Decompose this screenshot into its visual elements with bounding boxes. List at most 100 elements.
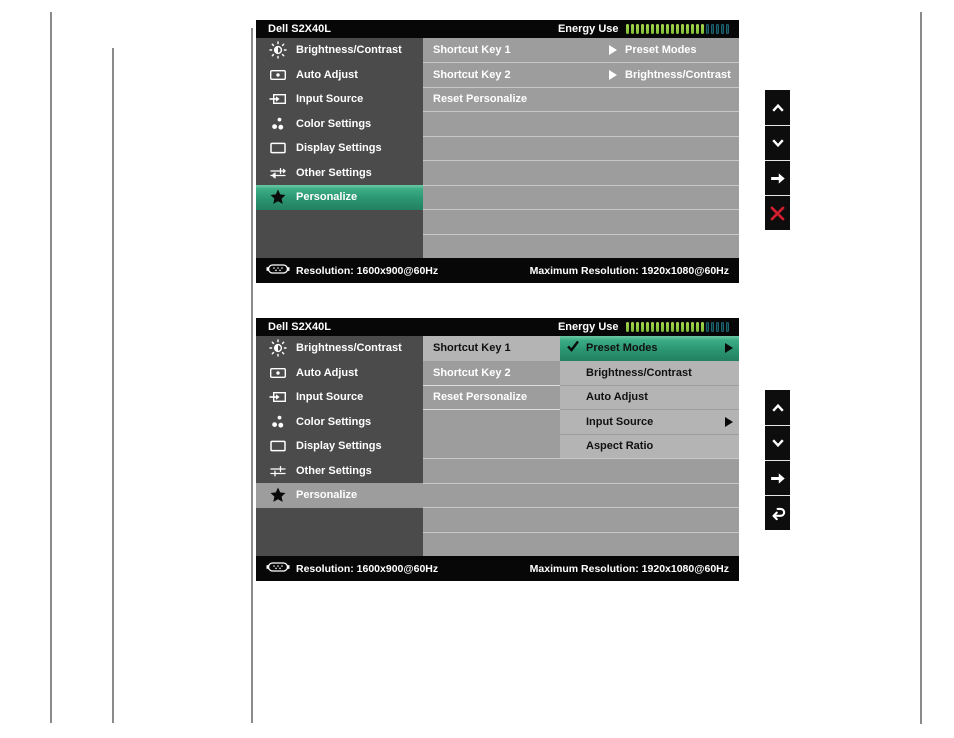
sidebar-item-label: Color Settings bbox=[296, 415, 372, 428]
sidebar-item-label: Personalize bbox=[296, 489, 358, 502]
sidebar-item-brightness-contrast[interactable]: Brightness/Contrast bbox=[256, 336, 423, 361]
sidebar-item-input-source[interactable]: Input Source bbox=[256, 87, 423, 112]
back-button[interactable] bbox=[765, 495, 790, 530]
chevron-down-icon bbox=[771, 139, 784, 148]
sidebar-item-color-settings[interactable]: Color Settings bbox=[256, 112, 423, 137]
menu-item-shortcut-key-2[interactable]: Shortcut Key 2 bbox=[433, 68, 511, 81]
osd-title: Dell S2X40L bbox=[268, 23, 331, 35]
select-button[interactable] bbox=[765, 460, 790, 495]
sidebar-item-label: Input Source bbox=[296, 391, 364, 404]
color-settings-icon bbox=[265, 413, 291, 431]
menu-item-reset-personalize[interactable]: Reset Personalize bbox=[433, 391, 528, 404]
row-divider bbox=[423, 409, 560, 410]
submenu-item-aspect-ratio[interactable]: Aspect Ratio bbox=[560, 434, 739, 458]
gauge-segment-filled bbox=[685, 24, 689, 34]
right-triangle-icon bbox=[725, 343, 733, 354]
gauge-segment-filled bbox=[700, 322, 704, 332]
right-triangle-icon bbox=[609, 45, 617, 56]
display-settings-icon bbox=[265, 437, 291, 455]
osd-menu-area: Shortcut Key 1 Shortcut Key 2 Reset Pers… bbox=[423, 336, 739, 556]
sidebar-item-auto-adjust[interactable]: Auto Adjust bbox=[256, 361, 423, 386]
menu-item-shortcut-key-1[interactable]: Shortcut Key 1 bbox=[423, 336, 560, 361]
up-button[interactable] bbox=[765, 90, 790, 125]
gauge-segment-filled bbox=[680, 322, 684, 332]
sidebar-item-label: Brightness/Contrast bbox=[296, 44, 402, 57]
sidebar-item-personalize[interactable]: Personalize bbox=[256, 185, 423, 210]
osd-footer: Resolution: 1600x900@60Hz Maximum Resolu… bbox=[256, 556, 739, 581]
gauge-segment-filled bbox=[645, 24, 649, 34]
gauge-segment-filled bbox=[655, 24, 659, 34]
gauge-segment-filled bbox=[660, 322, 664, 332]
sidebar-item-display-settings[interactable]: Display Settings bbox=[256, 136, 423, 161]
row-divider bbox=[423, 111, 739, 112]
vga-connector-icon bbox=[266, 560, 290, 578]
gauge-segment-filled bbox=[630, 24, 634, 34]
maximum-resolution: Maximum Resolution: 1920x1080@60Hz bbox=[529, 264, 729, 277]
vga-connector-icon bbox=[266, 262, 290, 280]
sidebar-item-input-source[interactable]: Input Source bbox=[256, 385, 423, 410]
exit-button[interactable] bbox=[765, 195, 790, 230]
gauge-segment-filled bbox=[695, 24, 699, 34]
sidebar-item-other-settings[interactable]: Other Settings bbox=[256, 161, 423, 186]
other-settings-icon bbox=[265, 164, 291, 182]
submenu-item-label: Aspect Ratio bbox=[586, 440, 654, 453]
submenu-item-label: Preset Modes bbox=[586, 342, 658, 355]
submenu-item-input-source[interactable]: Input Source bbox=[560, 410, 739, 434]
gauge-segment-filled bbox=[670, 322, 674, 332]
row-divider bbox=[423, 507, 739, 508]
osd-body: Brightness/Contrast Auto Adjust Input So… bbox=[256, 336, 739, 556]
right-arrow-icon bbox=[771, 172, 785, 184]
gauge-segment-empty bbox=[715, 24, 719, 34]
up-button[interactable] bbox=[765, 390, 790, 425]
page-rule-line bbox=[251, 28, 253, 723]
submenu-item-brightness-contrast[interactable]: Brightness/Contrast bbox=[560, 361, 739, 385]
sidebar-item-auto-adjust[interactable]: Auto Adjust bbox=[256, 63, 423, 88]
row-divider bbox=[423, 185, 739, 186]
sidebar-item-other-settings[interactable]: Other Settings bbox=[256, 459, 423, 484]
right-triangle-icon bbox=[725, 416, 733, 427]
down-button[interactable] bbox=[765, 125, 790, 160]
sidebar-item-label: Brightness/Contrast bbox=[296, 342, 402, 355]
page-rule-line bbox=[50, 12, 52, 723]
osd-footer: Resolution: 1600x900@60Hz Maximum Resolu… bbox=[256, 258, 739, 283]
down-button[interactable] bbox=[765, 425, 790, 460]
row-divider bbox=[423, 532, 739, 533]
right-triangle-icon bbox=[609, 69, 617, 80]
sidebar-item-display-settings[interactable]: Display Settings bbox=[256, 434, 423, 459]
gauge-segment-filled bbox=[665, 24, 669, 34]
sidebar-item-label: Display Settings bbox=[296, 142, 382, 155]
menu-item-shortcut-key-1[interactable]: Shortcut Key 1 bbox=[433, 44, 511, 57]
sidebar-item-brightness-contrast[interactable]: Brightness/Contrast bbox=[256, 38, 423, 63]
row-divider bbox=[423, 136, 739, 137]
personalize-star-icon bbox=[265, 486, 291, 504]
menu-value-shortcut-key-2: Brightness/Contrast bbox=[609, 63, 731, 88]
gauge-segment-filled bbox=[685, 322, 689, 332]
gauge-segment-empty bbox=[725, 322, 729, 332]
sidebar-item-label: Display Settings bbox=[296, 440, 382, 453]
submenu-item-auto-adjust[interactable]: Auto Adjust bbox=[560, 385, 739, 409]
osd-sidebar: Brightness/Contrast Auto Adjust Input So… bbox=[256, 38, 423, 258]
submenu-item-label: Input Source bbox=[586, 415, 654, 428]
gauge-segment-filled bbox=[640, 24, 644, 34]
color-settings-icon bbox=[265, 115, 291, 133]
sidebar-item-personalize[interactable]: Personalize bbox=[256, 483, 423, 508]
osd-titlebar: Dell S2X40L Energy Use bbox=[256, 20, 739, 38]
osd-sidebar: Brightness/Contrast Auto Adjust Input So… bbox=[256, 336, 423, 556]
osd-panel-personalize-menu: Dell S2X40L Energy Use Brightness/Contra… bbox=[256, 20, 739, 283]
gauge-segment-filled bbox=[635, 24, 639, 34]
gauge-segment-filled bbox=[665, 322, 669, 332]
menu-item-reset-personalize[interactable]: Reset Personalize bbox=[433, 93, 528, 106]
select-button[interactable] bbox=[765, 160, 790, 195]
maximum-resolution: Maximum Resolution: 1920x1080@60Hz bbox=[529, 562, 729, 575]
row-divider bbox=[423, 62, 739, 63]
sidebar-item-label: Auto Adjust bbox=[296, 366, 358, 379]
gauge-segment-filled bbox=[675, 24, 679, 34]
menu-value-label: Preset Modes bbox=[625, 44, 697, 57]
close-x-icon bbox=[770, 206, 785, 220]
gauge-segment-filled bbox=[640, 322, 644, 332]
menu-item-shortcut-key-2[interactable]: Shortcut Key 2 bbox=[433, 366, 511, 379]
submenu-item-preset-modes[interactable]: Preset Modes bbox=[560, 336, 739, 361]
sidebar-item-color-settings[interactable]: Color Settings bbox=[256, 410, 423, 435]
gauge-segment-filled bbox=[655, 322, 659, 332]
